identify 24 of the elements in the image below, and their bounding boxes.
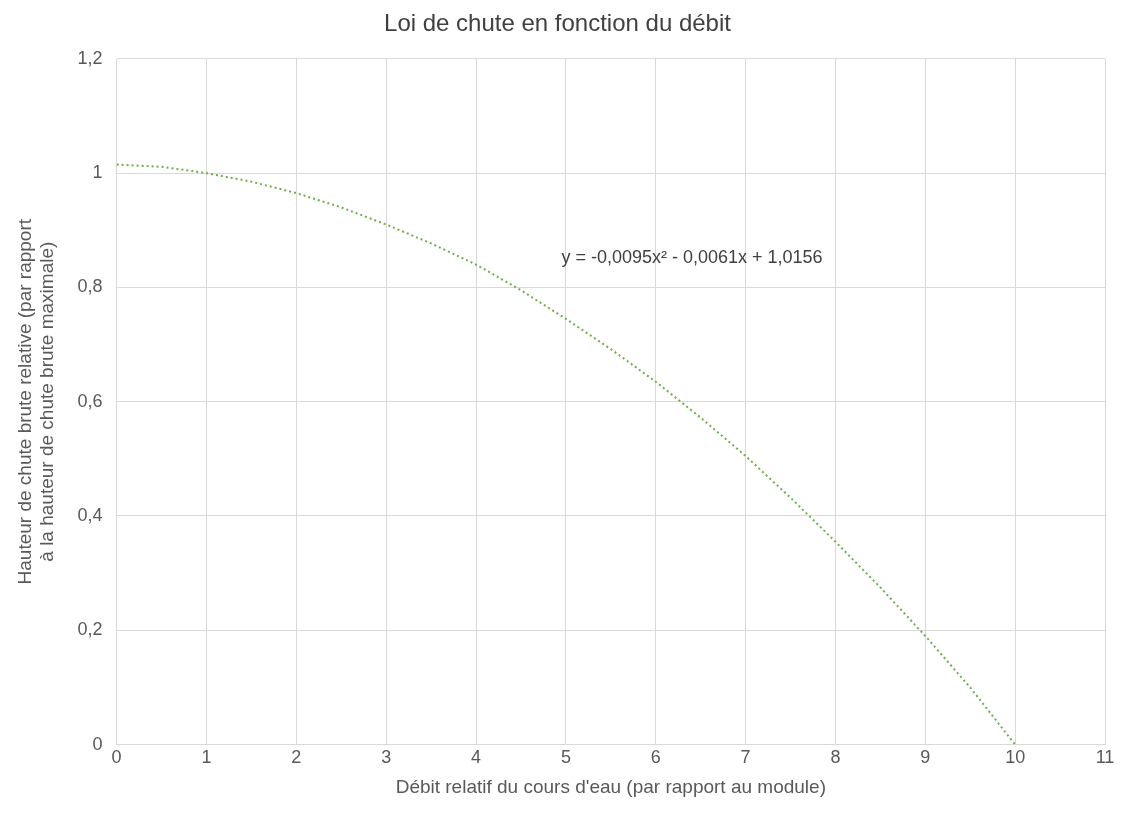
y-tick-label: 0 — [92, 733, 103, 754]
chart-title: Loi de chute en fonction du débit — [384, 9, 732, 37]
x-tick-label: 0 — [111, 747, 122, 768]
line-series — [116, 163, 1017, 745]
x-tick-label: 5 — [560, 747, 571, 768]
x-tick-label: 3 — [381, 747, 392, 768]
y-tick-label: 0,6 — [77, 390, 103, 411]
x-tick-label: 2 — [291, 747, 302, 768]
x-tick-label: 11 — [1095, 747, 1115, 768]
y-axis-title: Hauteur de chute brute relative (par rapport à la hauteur de chute brute maximale) — [13, 218, 58, 585]
x-tick-label: 8 — [830, 747, 841, 768]
x-tick-label: 9 — [920, 747, 931, 768]
x-tick-label: 1 — [201, 747, 212, 768]
y-tick-label: 1,2 — [77, 47, 103, 68]
annotation: y = -0,0095x² - 0,0061x + 1,0156 — [561, 246, 823, 267]
y-tick-label: 0,4 — [77, 504, 103, 525]
y-tick-label: 0,2 — [77, 619, 103, 640]
x-tick-label: 6 — [650, 747, 661, 768]
x-tick-label: 4 — [471, 747, 482, 768]
x-axis-title: Débit relatif du cours d'eau (par rapport au module) — [395, 775, 826, 797]
x-tick-label: 7 — [740, 747, 751, 768]
y-tick-label: 0,8 — [77, 276, 103, 297]
y-tick-label: 1 — [92, 162, 103, 183]
x-tick-label: 10 — [1005, 747, 1026, 768]
